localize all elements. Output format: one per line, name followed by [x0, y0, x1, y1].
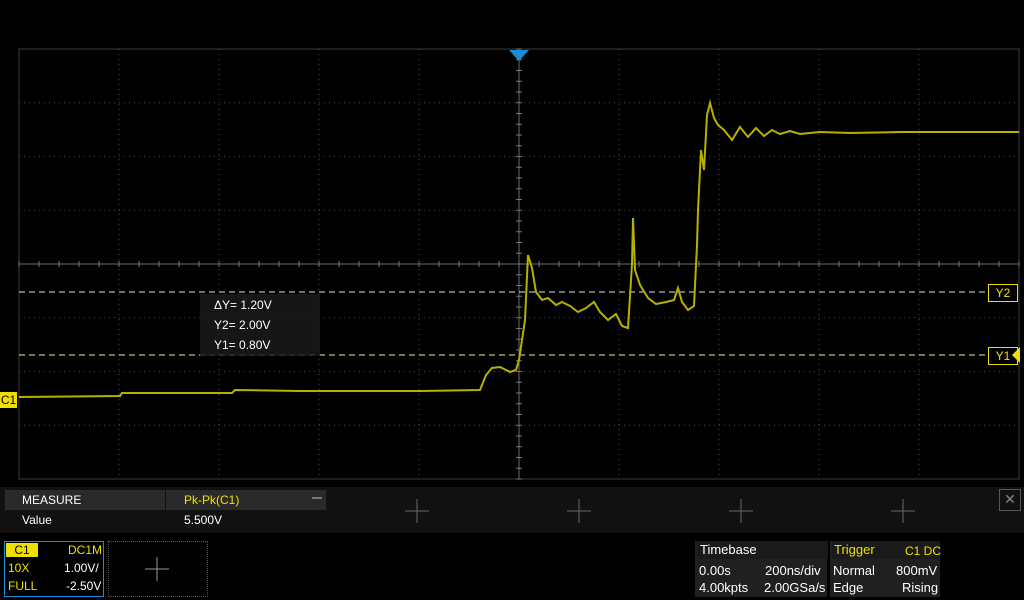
trigger-title: Trigger	[832, 541, 940, 559]
cursor-y1-arrow-icon	[1012, 347, 1020, 363]
cursor-y1-value: Y1= 0.80V	[214, 338, 271, 352]
measure-header-label: MEASURE	[22, 493, 82, 507]
measure-value-label: Value	[22, 513, 52, 527]
add-measure-slot-3-icon[interactable]	[727, 497, 755, 525]
add-measure-slot-1-icon[interactable]	[403, 497, 431, 525]
graticule	[18, 48, 1020, 480]
timebase-scale: 200ns/div	[765, 563, 821, 578]
measure-close-button[interactable]: ✕	[999, 489, 1021, 511]
cursor-y2-label[interactable]: Y2	[988, 284, 1018, 302]
channel-bandwidth: FULL	[8, 579, 38, 593]
channel-1-level-marker[interactable]: C1	[0, 392, 17, 408]
add-measure-slot-4-icon[interactable]	[889, 497, 917, 525]
measure-item-value: 5.500V	[184, 513, 223, 527]
trigger-position-marker	[509, 50, 529, 61]
channel-scale: 1.00V/	[64, 561, 99, 575]
trigger-type: Edge	[833, 580, 864, 595]
trigger-slope: Rising	[902, 580, 939, 595]
cursor-delta-y: ΔY= 1.20V	[214, 298, 272, 312]
measure-header: MEASURE	[5, 490, 165, 510]
measure-item-header[interactable]: Pk-Pk(C1)	[166, 490, 326, 510]
cursor-readout-panel	[200, 294, 320, 356]
channel-coupling: DC1M	[68, 543, 103, 557]
trigger-level: 800mV	[896, 563, 938, 578]
cursor-y2-value: Y2= 2.00V	[214, 318, 271, 332]
channel-offset: -2.50V	[66, 579, 102, 593]
channel-probe: 10X	[8, 561, 30, 575]
channel-1-tag: C1	[6, 543, 38, 557]
channel-1-trace	[18, 99, 1019, 398]
waveform-display[interactable]	[0, 0, 1024, 487]
add-channel-icon	[145, 557, 169, 581]
channel-1-panel[interactable]	[4, 541, 104, 597]
timebase-title: Timebase	[697, 541, 828, 559]
trigger-mode: Normal	[833, 563, 875, 578]
timebase-delay: 0.00s	[699, 563, 731, 578]
measure-item-name: Pk-Pk(C1)	[184, 493, 240, 507]
timebase-memory: 4.00kpts	[699, 580, 749, 595]
timebase-sample-rate: 2.00GSa/s	[764, 580, 826, 595]
add-measure-slot-2-icon[interactable]	[565, 497, 593, 525]
trigger-source: C1 DC	[905, 544, 942, 558]
measure-item-menu-icon[interactable]	[312, 497, 322, 499]
add-channel-slot[interactable]	[108, 541, 208, 597]
